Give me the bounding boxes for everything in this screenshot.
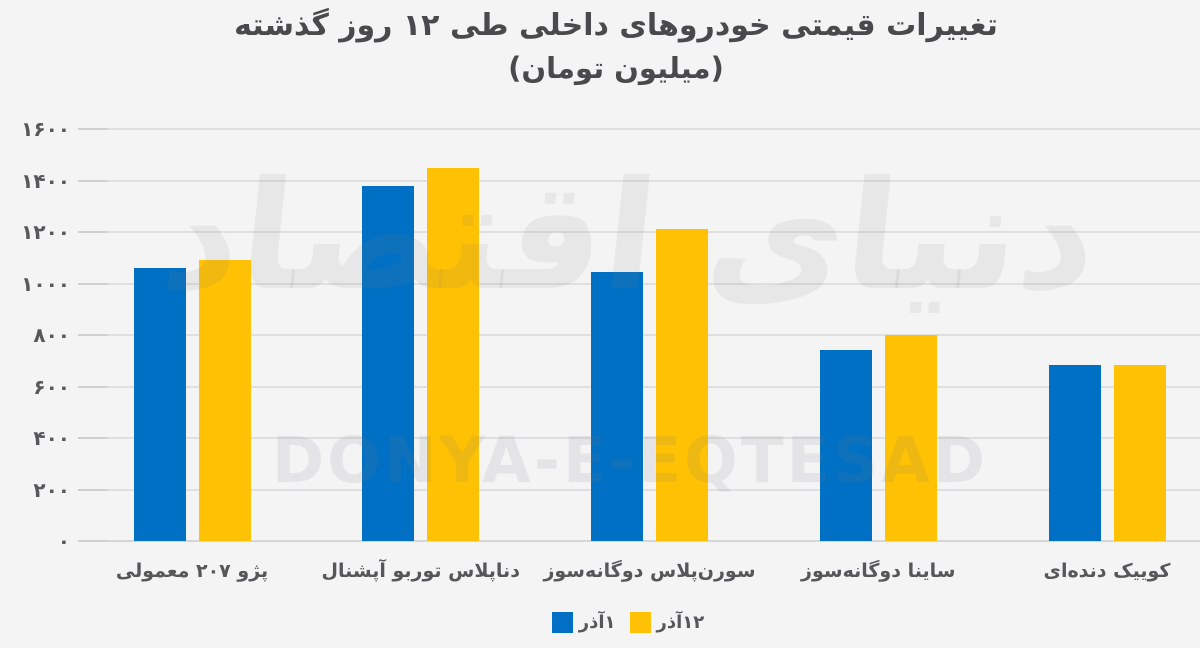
legend: ۱آذر ۱۲آذر — [28, 612, 1200, 633]
bar-series1-cat5[interactable] — [1048, 364, 1101, 541]
ytick-800 — [78, 334, 108, 336]
y-axis-label-800: ۸۰۰ — [33, 323, 70, 347]
gridline-1400 — [78, 179, 1200, 182]
y-axis-label-0: ۰ — [57, 529, 70, 553]
legend-swatch-icon — [629, 612, 651, 633]
ytick-1000 — [78, 282, 108, 285]
legend-label: ۱آذر — [578, 612, 616, 633]
bar-series2-cat5[interactable] — [1113, 364, 1166, 541]
y-axis-label-1000: ۱۰۰۰ — [21, 271, 70, 296]
bar-series2-cat2[interactable] — [427, 167, 480, 541]
ytick-1600 — [78, 128, 108, 130]
chart-title: تغییرات قیمتی خودروهای داخلی طی ۱۲ روز گ… — [234, 8, 998, 43]
bar-series2-cat1[interactable] — [198, 260, 251, 541]
ytick-0 — [78, 540, 108, 542]
legend-label: ۱۲آذر — [656, 612, 705, 633]
y-axis-label-400: ۴۰۰ — [33, 426, 70, 450]
bar-series1-cat4[interactable] — [819, 350, 872, 541]
legend-item-series2[interactable]: ۱۲آذر — [629, 612, 705, 633]
ytick-400 — [78, 437, 108, 439]
gridline-1600 — [78, 128, 1200, 130]
ytick-1200 — [78, 231, 108, 233]
x-axis-label-4: ساینا دوگانه‌سوز — [801, 560, 956, 582]
bar-series2-cat3[interactable] — [656, 229, 708, 541]
bar-series1-cat3[interactable] — [591, 271, 643, 541]
chart-subtitle: (میلیون تومان) — [508, 51, 724, 85]
y-axis-label-1200: ۱۲۰۰ — [21, 220, 70, 244]
x-axis-label-1: پژو ۲۰۷ معمولی — [115, 560, 269, 582]
gridline-1200 — [78, 231, 1200, 233]
bar-series1-cat2[interactable] — [362, 185, 415, 541]
bar-series2-cat4[interactable] — [884, 335, 937, 541]
ytick-600 — [78, 385, 108, 388]
ytick-1400 — [78, 179, 108, 182]
x-axis-label-3: سورن‌پلاس دوگانه‌سوز — [543, 560, 756, 582]
x-axis-label-5: کوییک دنده‌ای — [1043, 560, 1171, 582]
bar-series1-cat1[interactable] — [133, 268, 186, 541]
y-axis-label-600: ۶۰۰ — [33, 374, 70, 399]
ytick-200 — [78, 488, 108, 491]
legend-item-series1[interactable]: ۱آذر — [551, 612, 616, 633]
gridline-0 — [78, 540, 1200, 542]
y-axis-label-200: ۲۰۰ — [33, 477, 70, 502]
y-axis-label-1600: ۱۶۰۰ — [21, 117, 70, 141]
x-axis-label-2: دناپلاس توربو آپشنال — [321, 560, 520, 582]
legend-swatch-icon — [551, 612, 573, 633]
y-axis-label-1400: ۱۴۰۰ — [21, 168, 70, 193]
